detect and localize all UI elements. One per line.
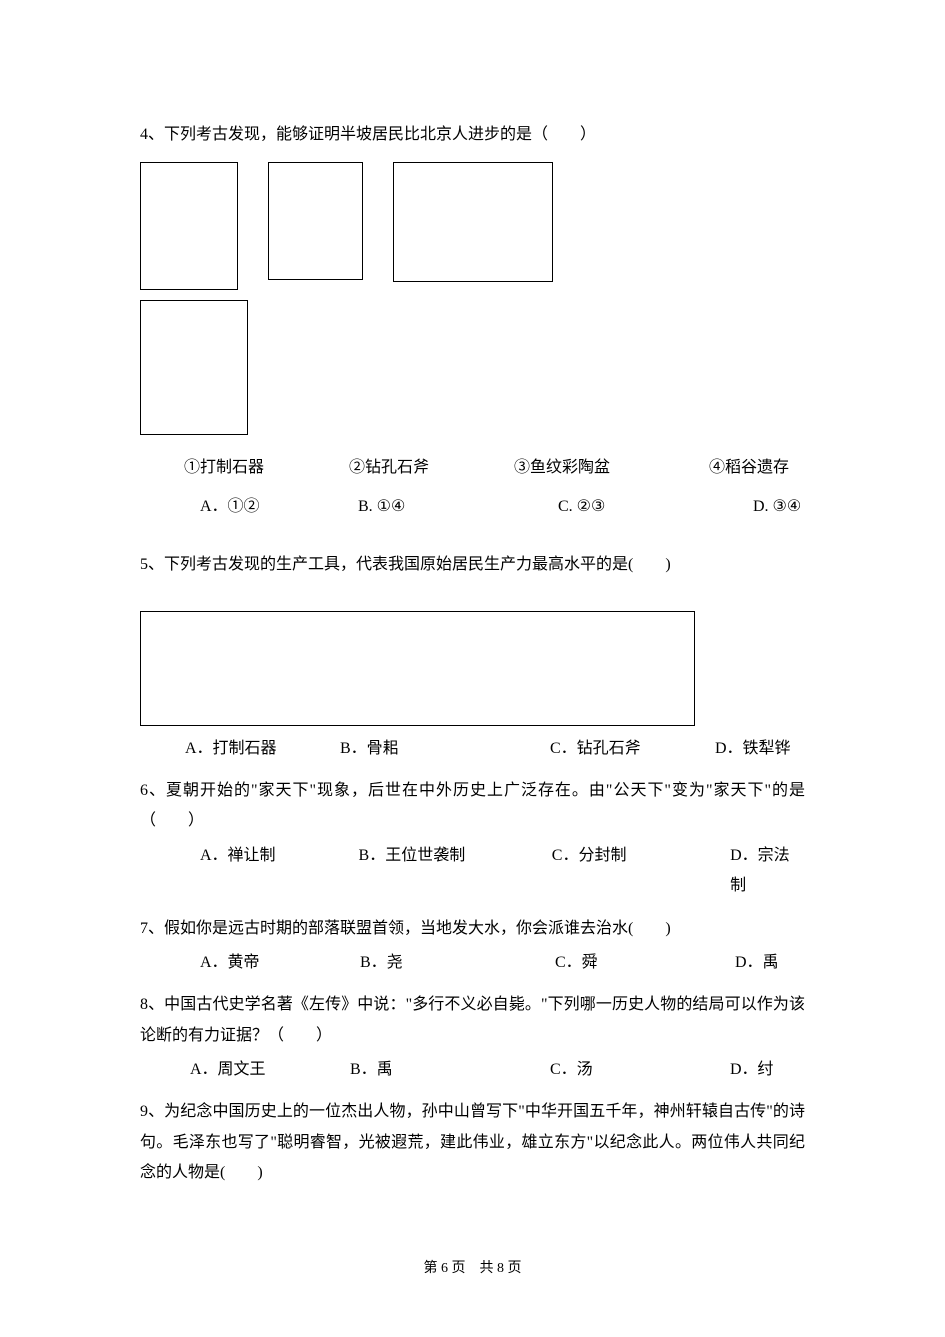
q8-text: 8、中国古代史学名著《左传》中说："多行不义必自毙。"下列哪一历史人物的结局可以… <box>140 990 805 1051</box>
q5-image <box>140 611 695 726</box>
q4-image-1 <box>140 162 238 290</box>
q4-label-2: ②钻孔石斧 <box>349 453 514 483</box>
q7-options: A．黄帝 B．尧 C．舜 D．禹 <box>140 948 805 978</box>
q4-text: 4、下列考古发现，能够证明半坡居民比北京人进步的是（ ） <box>140 120 805 150</box>
q4-image-3 <box>393 162 553 282</box>
q4-images-row1 <box>140 162 805 290</box>
q8-option-c: C．汤 <box>550 1055 730 1085</box>
q5-option-c: C．钻孔石斧 <box>550 734 715 764</box>
q5-option-d: D．铁犁铧 <box>715 734 791 764</box>
question-7: 7、假如你是远古时期的部落联盟首领，当地发大水，你会派谁去治水( ) A．黄帝 … <box>140 914 805 979</box>
q6-option-b: B．王位世袭制 <box>359 841 552 902</box>
q6-option-d: D．宗法制 <box>730 841 805 902</box>
q5-text: 5、下列考古发现的生产工具，代表我国原始居民生产力最高水平的是( ) <box>140 550 805 580</box>
q7-text: 7、假如你是远古时期的部落联盟首领，当地发大水，你会派谁去治水( ) <box>140 914 805 944</box>
question-6: 6、夏朝开始的"家天下"现象，后世在中外历史上广泛存在。由"公天下"变为"家天下… <box>140 776 805 902</box>
q6-text: 6、夏朝开始的"家天下"现象，后世在中外历史上广泛存在。由"公天下"变为"家天下… <box>140 776 805 837</box>
q8-options: A．周文王 B．禹 C．汤 D．纣 <box>140 1055 805 1085</box>
q7-option-a: A．黄帝 <box>200 948 360 978</box>
q4-label-1: ①打制石器 <box>184 453 349 483</box>
q6-option-a: A．禅让制 <box>200 841 359 902</box>
q6-option-c: C．分封制 <box>552 841 730 902</box>
q5-option-a: A．打制石器 <box>185 734 340 764</box>
question-5: 5、下列考古发现的生产工具，代表我国原始居民生产力最高水平的是( ) A．打制石… <box>140 550 805 764</box>
q7-option-d: D．禹 <box>735 948 779 978</box>
q5-options: A．打制石器 B．骨耜 C．钻孔石斧 D．铁犁铧 <box>140 734 805 764</box>
q4-image-2 <box>268 162 363 280</box>
q4-option-a: A．①② <box>200 492 358 522</box>
q7-option-b: B．尧 <box>360 948 555 978</box>
q4-labels: ①打制石器 ②钻孔石斧 ③鱼纹彩陶盆 ④稻谷遗存 <box>140 453 805 483</box>
q5-option-b: B．骨耜 <box>340 734 550 764</box>
page-footer: 第 6 页 共 8 页 <box>0 1257 945 1277</box>
question-8: 8、中国古代史学名著《左传》中说："多行不义必自毙。"下列哪一历史人物的结局可以… <box>140 990 805 1085</box>
q4-option-d: D. ③④ <box>753 492 801 522</box>
question-9: 9、为纪念中国历史上的一位杰出人物，孙中山曾写下"中华开国五千年，神州轩辕自古传… <box>140 1097 805 1188</box>
q8-option-d: D．纣 <box>730 1055 774 1085</box>
q4-label-3: ③鱼纹彩陶盆 <box>514 453 709 483</box>
q4-images-row2 <box>140 300 805 435</box>
q6-options: A．禅让制 B．王位世袭制 C．分封制 D．宗法制 <box>140 841 805 902</box>
q9-text: 9、为纪念中国历史上的一位杰出人物，孙中山曾写下"中华开国五千年，神州轩辕自古传… <box>140 1097 805 1188</box>
q4-option-b: B. ①④ <box>358 492 558 522</box>
q7-option-c: C．舜 <box>555 948 735 978</box>
q4-label-4: ④稻谷遗存 <box>709 453 789 483</box>
question-4: 4、下列考古发现，能够证明半坡居民比北京人进步的是（ ） ①打制石器 ②钻孔石斧… <box>140 120 805 522</box>
q4-option-c: C. ②③ <box>558 492 753 522</box>
q4-options: A．①② B. ①④ C. ②③ D. ③④ <box>140 492 805 522</box>
q8-option-a: A．周文王 <box>190 1055 350 1085</box>
q8-option-b: B．禹 <box>350 1055 550 1085</box>
q4-image-4 <box>140 300 248 435</box>
